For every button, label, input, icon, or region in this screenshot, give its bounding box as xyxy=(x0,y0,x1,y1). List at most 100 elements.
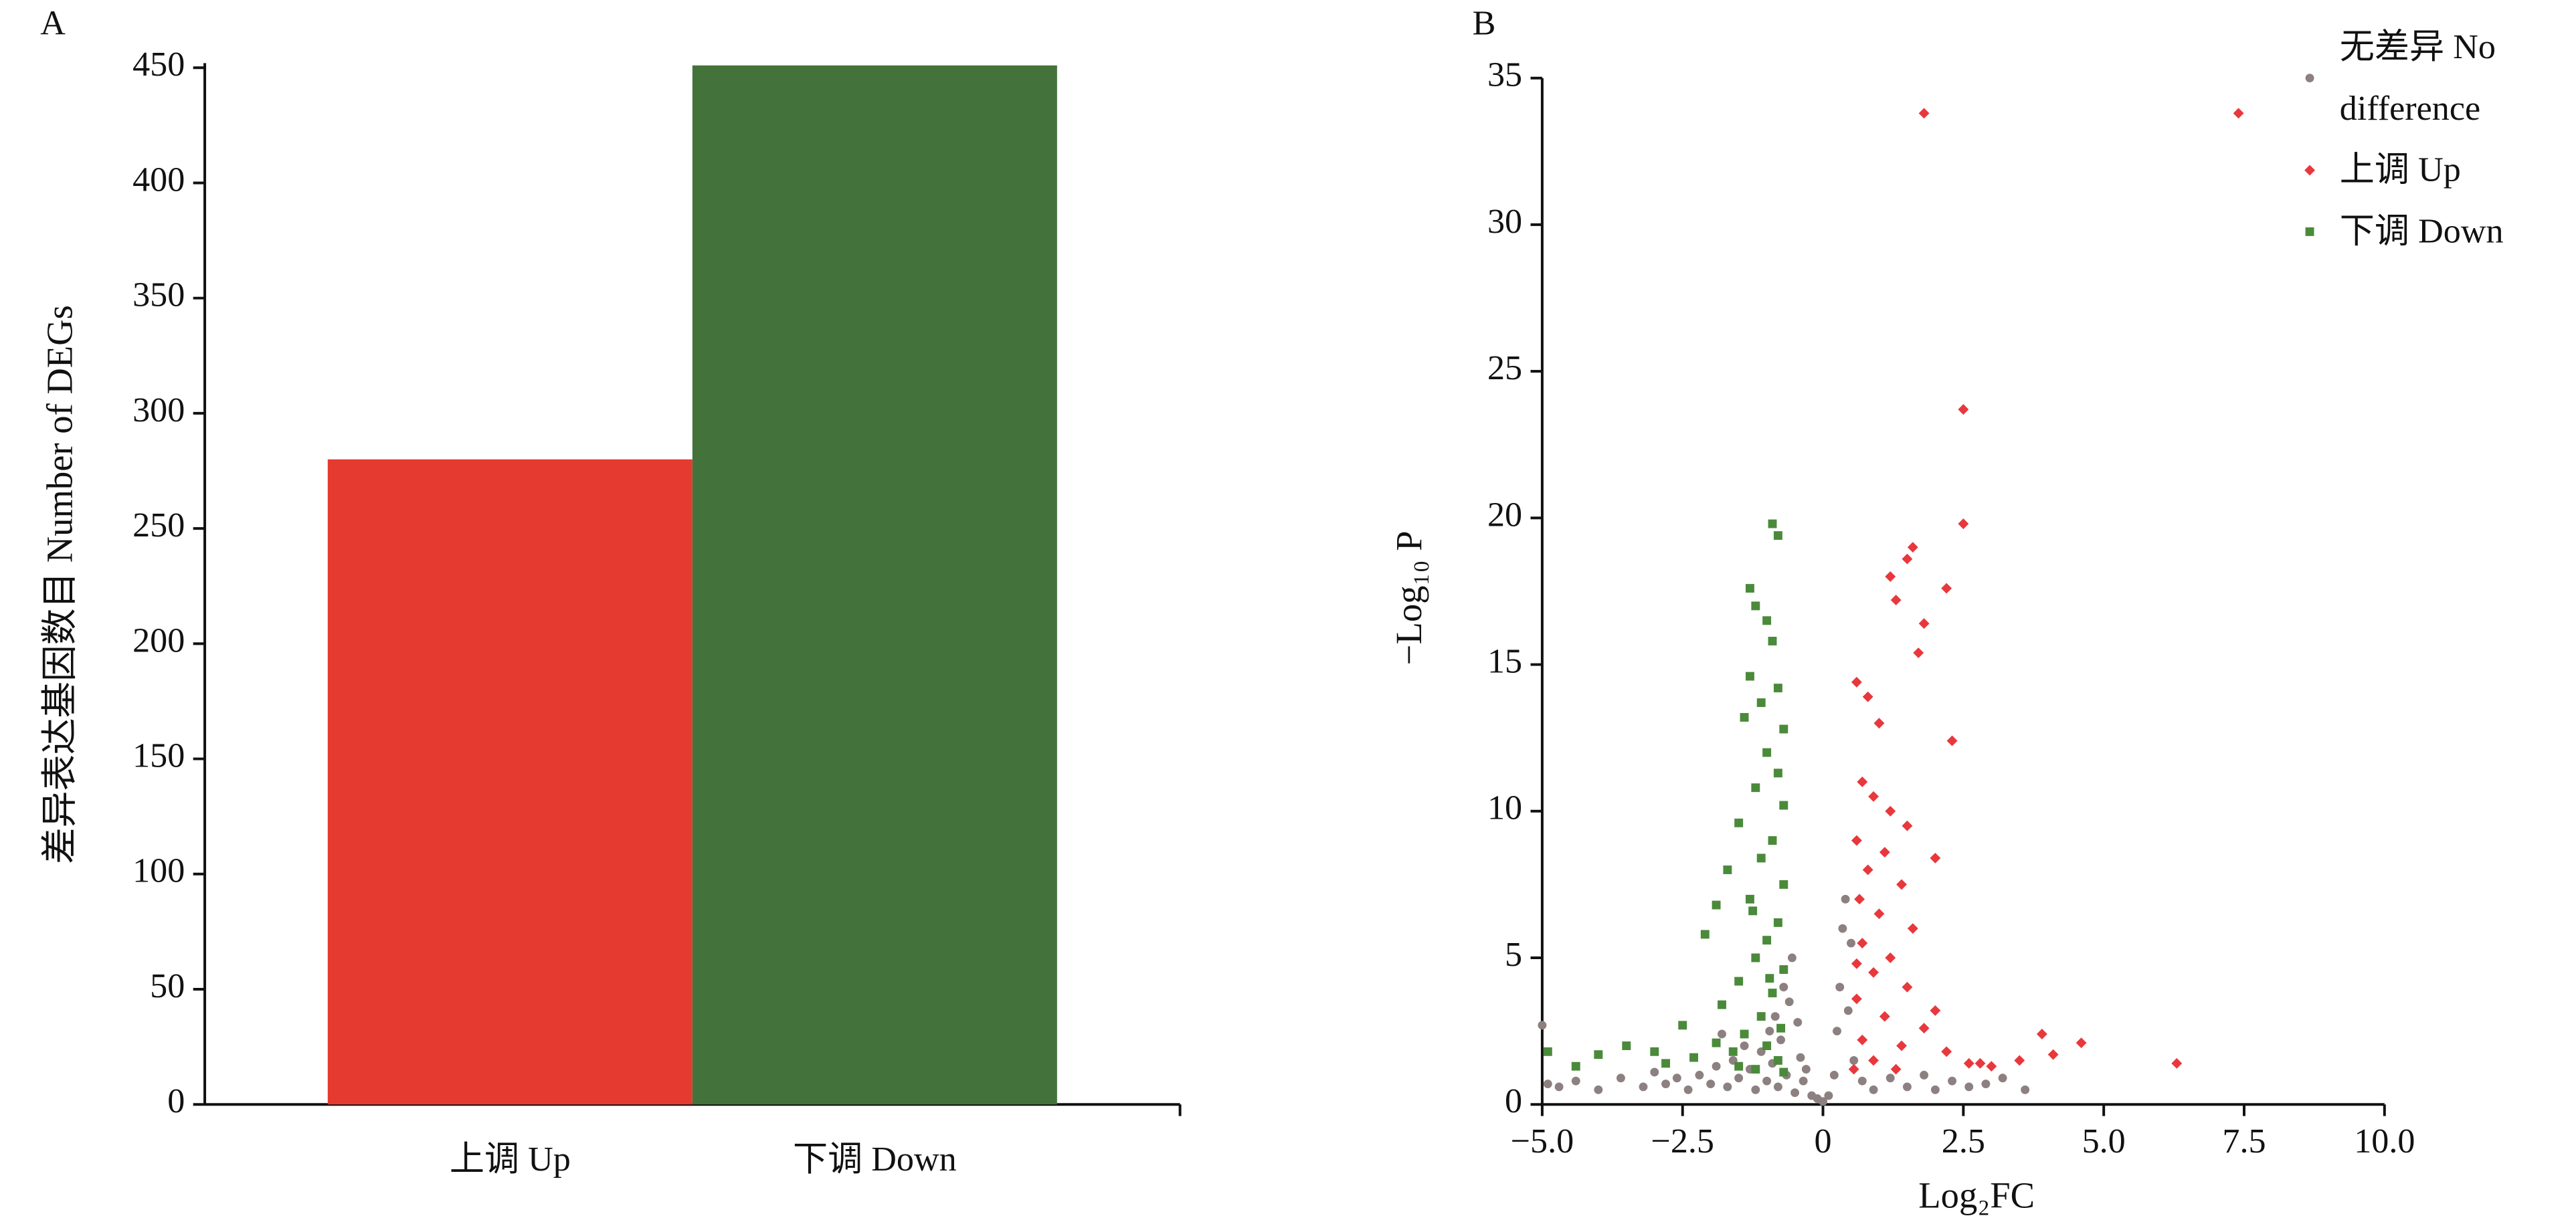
legend-marker xyxy=(2304,165,2316,176)
y-tick-label: 50 xyxy=(150,967,185,1005)
y-axis-label: −Log₁₀ P xyxy=(1388,530,1429,665)
panel-label: A xyxy=(40,5,66,43)
point xyxy=(1998,1074,2007,1083)
point xyxy=(1902,553,1913,565)
point xyxy=(1773,918,1782,927)
point xyxy=(1902,820,1913,831)
point xyxy=(1718,1029,1726,1039)
point xyxy=(1799,1076,1808,1086)
y-tick-label: 10 xyxy=(1487,789,1522,827)
point xyxy=(1787,953,1797,962)
y-tick-label: 25 xyxy=(1487,349,1522,387)
point xyxy=(1616,1074,1625,1083)
point xyxy=(1902,1082,1912,1092)
point xyxy=(1849,1056,1859,1065)
point xyxy=(1740,1041,1749,1050)
point xyxy=(1543,1080,1552,1088)
point xyxy=(1745,672,1754,681)
y-tick-label: 35 xyxy=(1487,56,1522,94)
point xyxy=(1857,1034,1868,1045)
point xyxy=(1734,1074,1744,1083)
y-tick-label: 300 xyxy=(132,391,185,429)
point xyxy=(1678,1021,1687,1030)
point xyxy=(1868,791,1879,802)
point xyxy=(1751,953,1760,962)
y-tick-label: 400 xyxy=(132,161,185,199)
point xyxy=(1851,676,1862,688)
point xyxy=(1829,1070,1839,1080)
point xyxy=(1706,1080,1716,1088)
point xyxy=(1779,1067,1788,1077)
point xyxy=(1773,1082,1782,1092)
point xyxy=(1683,1085,1693,1094)
point xyxy=(1779,724,1788,734)
legend-entry: 无差异 No difference xyxy=(2340,27,2496,128)
point xyxy=(1728,1047,1738,1056)
point xyxy=(1594,1085,1603,1094)
point xyxy=(1873,908,1885,920)
point xyxy=(1793,1018,1803,1027)
point xyxy=(1689,1053,1698,1062)
bar xyxy=(692,65,1057,1105)
point xyxy=(1661,1080,1670,1088)
point xyxy=(1762,748,1772,757)
point xyxy=(1779,983,1788,992)
y-tick-label: 150 xyxy=(132,737,185,775)
point xyxy=(1851,835,1862,846)
point xyxy=(1854,894,1865,905)
point xyxy=(1885,805,1896,817)
point xyxy=(1734,977,1744,986)
point xyxy=(1843,1006,1853,1015)
point xyxy=(1756,1012,1766,1021)
x-tick-label: −2.5 xyxy=(1651,1122,1714,1160)
legend-marker xyxy=(2305,227,2314,236)
point xyxy=(1974,1057,1986,1069)
point xyxy=(2171,1057,2183,1069)
point xyxy=(1896,879,1907,890)
point xyxy=(1869,1085,1878,1094)
point xyxy=(1885,571,1896,582)
y-tick-label: 200 xyxy=(132,621,185,659)
point xyxy=(1833,1027,1841,1036)
x-tick-label: 0 xyxy=(1815,1122,1832,1160)
point xyxy=(1751,601,1760,611)
y-tick-label: 0 xyxy=(167,1082,185,1120)
point xyxy=(1851,993,1862,1005)
point xyxy=(1958,518,1969,530)
x-tick-label: 5.0 xyxy=(2082,1122,2126,1160)
point xyxy=(1571,1061,1580,1071)
point xyxy=(1941,1046,1952,1057)
point xyxy=(1920,1070,1929,1080)
point xyxy=(1594,1050,1603,1059)
point xyxy=(1756,698,1766,708)
point xyxy=(1835,983,1845,992)
point xyxy=(1712,1061,1721,1071)
point xyxy=(1718,1000,1726,1009)
y-tick-label: 30 xyxy=(1487,203,1522,241)
point xyxy=(1661,1059,1670,1068)
point xyxy=(1885,952,1896,963)
point xyxy=(1918,618,1930,629)
point xyxy=(1779,801,1788,810)
point xyxy=(1765,1027,1774,1036)
point xyxy=(1751,1085,1760,1094)
x-tick-label: 10.0 xyxy=(2354,1122,2415,1160)
point xyxy=(1639,1082,1648,1092)
point xyxy=(1723,1082,1732,1092)
x-tick-label: −5.0 xyxy=(1511,1122,1574,1160)
point xyxy=(2021,1085,2030,1094)
point xyxy=(1981,1080,1991,1088)
point xyxy=(1964,1082,1974,1092)
point xyxy=(1862,691,1873,702)
point xyxy=(1930,852,1941,863)
point xyxy=(1776,1035,1786,1045)
point xyxy=(1868,1055,1879,1066)
point xyxy=(1779,880,1788,889)
point xyxy=(1768,637,1777,645)
point xyxy=(1838,924,1847,933)
point xyxy=(1963,1057,1974,1069)
point xyxy=(1768,519,1777,528)
point xyxy=(1751,1065,1760,1074)
bar xyxy=(327,459,693,1105)
point xyxy=(1768,836,1777,845)
